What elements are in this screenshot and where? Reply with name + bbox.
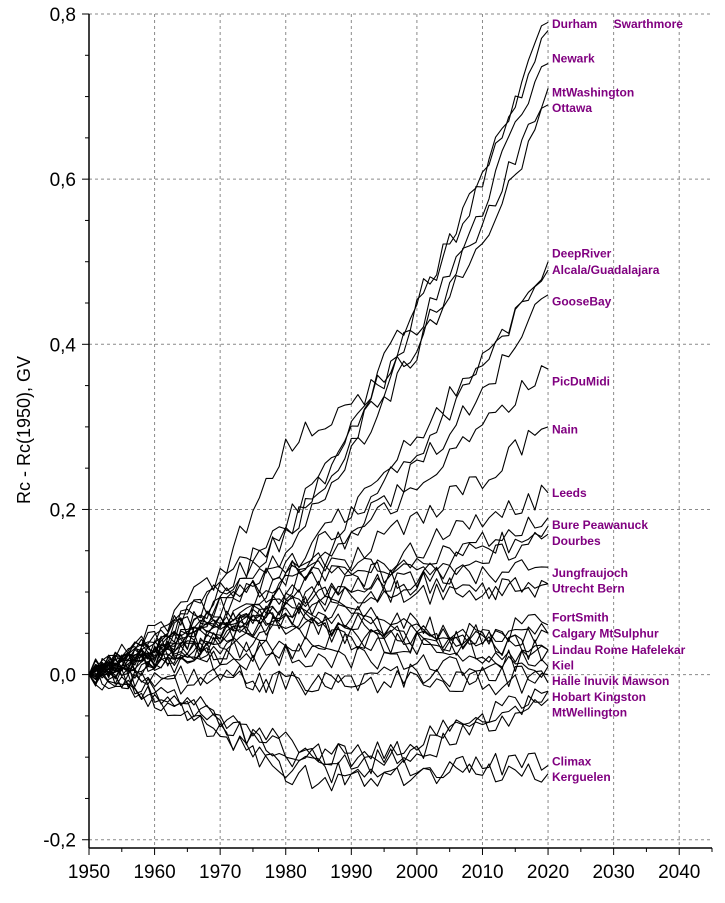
station-label: FortSmith [552, 611, 609, 625]
station-label: Dourbes [552, 534, 601, 548]
station-label: Kerguelen [552, 770, 611, 784]
station-label: MtWellington [552, 706, 627, 720]
x-tick-label: 1990 [330, 862, 372, 883]
y-tick-label: -0,2 [43, 831, 76, 852]
series-line [88, 88, 549, 677]
series-line [88, 673, 549, 775]
y-tick-label: 0,6 [50, 170, 76, 191]
station-label: Hobart Kingston [552, 690, 646, 704]
station-label: Alcala/Guadalajara [552, 263, 660, 277]
series-line [88, 601, 549, 675]
series-line [88, 623, 549, 685]
y-tick-label: 0,0 [50, 666, 76, 687]
x-tick-label: 2000 [396, 862, 438, 883]
station-label: Bure Peawanuck [552, 518, 648, 532]
y-tick-label: 0,2 [50, 500, 76, 521]
y-axis-label: Rc - Rc(1950), GV [14, 356, 34, 504]
x-tick-label: 1980 [265, 862, 307, 883]
series-line [88, 261, 549, 676]
series-line [88, 668, 549, 792]
station-label: Calgary MtSulphur [552, 626, 659, 640]
y-tick-label: 0,4 [50, 335, 77, 356]
y-tick-label: 0,8 [50, 5, 76, 26]
x-tick-label: 2030 [592, 862, 634, 883]
x-tick-label: 1950 [68, 862, 110, 883]
station-label: Ottawa [552, 101, 592, 115]
series-line [88, 63, 549, 676]
x-tick-label: 2020 [527, 862, 569, 883]
x-tick-label: 2010 [461, 862, 503, 883]
series-layer [88, 21, 549, 792]
station-label: Nain [552, 422, 578, 436]
station-labels: Durham Swarthmore Newark MtWashington Ottawa… [552, 17, 686, 784]
station-label: PicDuMidi [552, 374, 610, 388]
series-line [88, 104, 549, 675]
station-label: Kiel [552, 659, 574, 673]
station-label: Lindau Rome Hafelekar [552, 643, 686, 657]
series-line [88, 616, 549, 676]
station-label: GooseBay [552, 294, 612, 308]
station-label: Halle Inuvik Mawson [552, 674, 669, 688]
station-label: Jungfraujoch [552, 566, 628, 580]
x-tick-label: 1970 [199, 862, 241, 883]
station-label: Newark [552, 52, 595, 66]
x-tick-label: 1960 [133, 862, 175, 883]
x-tick-label: 2040 [658, 862, 700, 883]
series-line [88, 525, 549, 680]
series-line [88, 663, 549, 694]
grid [89, 13, 712, 848]
series-line [88, 664, 549, 696]
series-line [88, 645, 549, 678]
station-label: Swarthmore [614, 17, 684, 31]
station-label: Climax [552, 754, 592, 768]
station-label: Durham [552, 17, 597, 31]
axes: -0,2 0,0 0,2 0,4 0,6 0,8 1950 1960 1970 1980 1990 2… [43, 5, 713, 883]
station-label: Leeds [552, 486, 587, 500]
station-label: DeepRiver [552, 246, 612, 260]
series-line [88, 667, 549, 768]
series-line [88, 557, 549, 678]
station-label: Utrecht Bern [552, 582, 625, 596]
station-label: MtWashington [552, 85, 634, 99]
